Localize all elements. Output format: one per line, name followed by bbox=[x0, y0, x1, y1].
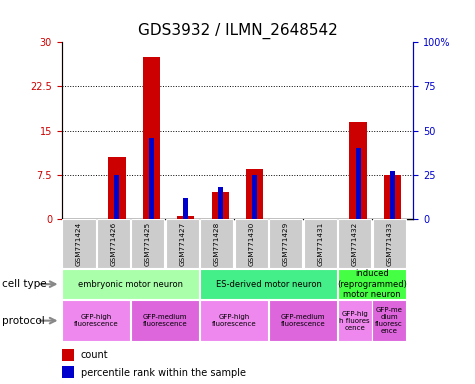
Bar bbox=[372, 219, 406, 268]
Text: percentile rank within the sample: percentile rank within the sample bbox=[81, 367, 246, 377]
Bar bbox=[97, 219, 130, 268]
Bar bbox=[350, 122, 367, 219]
Bar bbox=[142, 57, 160, 219]
Bar bbox=[269, 219, 302, 268]
Text: GSM771430: GSM771430 bbox=[248, 221, 254, 266]
Bar bbox=[384, 175, 401, 219]
Bar bbox=[177, 216, 194, 219]
Bar bbox=[114, 175, 120, 219]
Text: ES-derived motor neuron: ES-derived motor neuron bbox=[216, 280, 322, 289]
Bar bbox=[235, 219, 268, 268]
Text: GSM771426: GSM771426 bbox=[111, 221, 116, 266]
Bar bbox=[218, 187, 223, 219]
Text: GFP-high
fluorescence: GFP-high fluorescence bbox=[212, 314, 256, 327]
Text: GFP-medium
fluorescence: GFP-medium fluorescence bbox=[143, 314, 188, 327]
Text: embryonic motor neuron: embryonic motor neuron bbox=[78, 280, 183, 289]
Text: GSM771432: GSM771432 bbox=[352, 221, 358, 266]
Bar bbox=[62, 219, 95, 268]
Text: induced
(reprogrammed)
motor neuron: induced (reprogrammed) motor neuron bbox=[337, 269, 407, 299]
Bar bbox=[166, 219, 199, 268]
Bar bbox=[62, 300, 130, 341]
Text: GSM771431: GSM771431 bbox=[317, 221, 323, 266]
Bar bbox=[390, 171, 395, 219]
Bar bbox=[132, 219, 164, 268]
Bar bbox=[269, 300, 337, 341]
Text: GFP-hig
h fluores
cence: GFP-hig h fluores cence bbox=[339, 311, 370, 331]
Text: GSM771428: GSM771428 bbox=[214, 221, 220, 266]
Bar bbox=[246, 169, 263, 219]
Bar bbox=[200, 219, 233, 268]
Bar bbox=[355, 148, 361, 219]
Bar bbox=[372, 300, 406, 341]
Bar bbox=[200, 270, 337, 299]
Text: GFP-high
fluorescence: GFP-high fluorescence bbox=[74, 314, 119, 327]
Bar bbox=[62, 270, 199, 299]
Text: GFP-medium
fluorescence: GFP-medium fluorescence bbox=[281, 314, 325, 327]
Text: protocol: protocol bbox=[2, 316, 45, 326]
Bar bbox=[183, 198, 189, 219]
Bar bbox=[200, 300, 268, 341]
Bar bbox=[149, 137, 154, 219]
Bar bbox=[338, 219, 371, 268]
Text: GSM771427: GSM771427 bbox=[180, 221, 185, 266]
Bar bbox=[62, 349, 75, 361]
Text: GSM771424: GSM771424 bbox=[76, 221, 82, 266]
Bar bbox=[338, 300, 371, 341]
Text: count: count bbox=[81, 350, 108, 360]
Text: GSM771429: GSM771429 bbox=[283, 221, 289, 266]
Text: GFP-me
dium
fluoresc
ence: GFP-me dium fluoresc ence bbox=[375, 307, 403, 334]
Bar bbox=[252, 175, 257, 219]
Text: GSM771425: GSM771425 bbox=[145, 221, 151, 266]
Bar bbox=[131, 300, 199, 341]
Text: GSM771433: GSM771433 bbox=[386, 221, 392, 266]
Bar bbox=[304, 219, 337, 268]
Bar bbox=[338, 270, 406, 299]
Title: GDS3932 / ILMN_2648542: GDS3932 / ILMN_2648542 bbox=[138, 23, 337, 40]
Bar bbox=[212, 192, 229, 219]
Bar bbox=[108, 157, 125, 219]
Bar bbox=[62, 366, 75, 379]
Text: cell type: cell type bbox=[2, 279, 47, 289]
